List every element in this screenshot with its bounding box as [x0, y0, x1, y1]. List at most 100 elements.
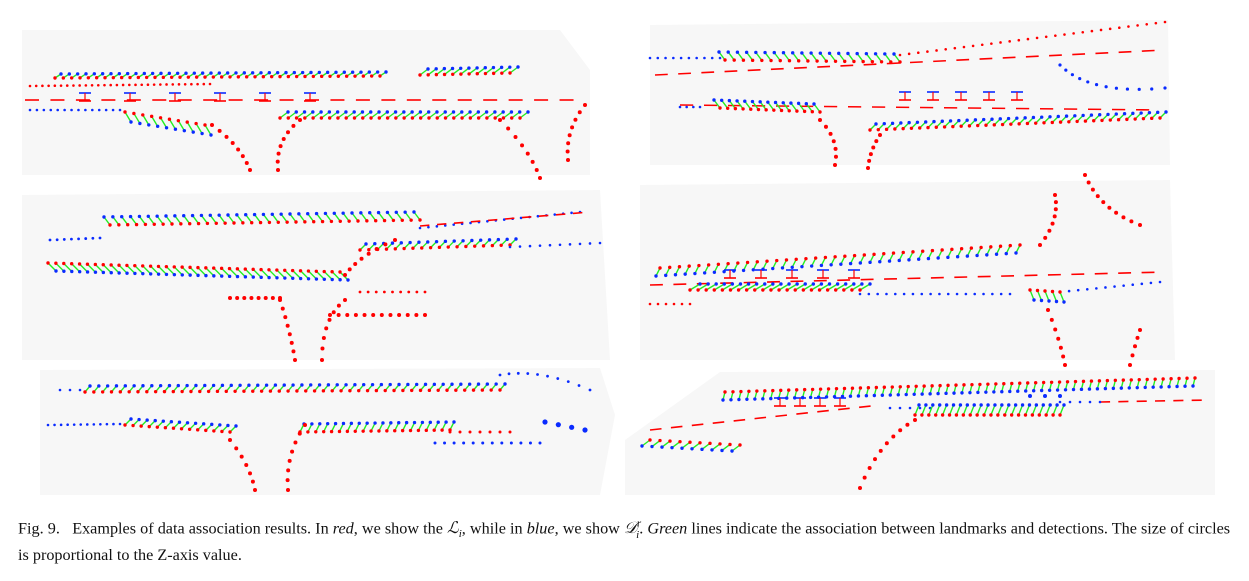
- p2-assoc-right-landmark: [918, 126, 922, 130]
- p4-assoc-low-detection: [868, 282, 872, 286]
- landmark-point: [962, 45, 966, 49]
- p3-assoc-top-detection: [403, 210, 407, 214]
- p6-assoc-top-landmark: [1057, 380, 1062, 384]
- p6-assoc-top-landmark: [986, 382, 990, 386]
- p1-assoc-mid-detection: [377, 110, 381, 114]
- p3-assoc-right-landmark: [455, 245, 459, 249]
- detection-point: [938, 292, 941, 296]
- p4-assoc-top-landmark: [765, 259, 769, 263]
- p4-assoc-top-detection: [693, 271, 697, 276]
- p3-assoc-mid-detection: [235, 274, 240, 279]
- p4-assoc-top-detection: [839, 262, 843, 266]
- p3-assoc-mid-landmark: [141, 264, 145, 268]
- p5-assoc-right-landmark: [329, 429, 334, 434]
- landmark-point: [190, 82, 193, 86]
- p1-assoc-mid-landmark: [435, 116, 439, 120]
- p3-assoc-top-landmark: [356, 219, 360, 223]
- p3-assoc-top-detection: [341, 211, 345, 215]
- p3-assoc-top-detection: [332, 211, 336, 215]
- detection-point: [1067, 289, 1071, 293]
- p6-assoc-top-landmark: [787, 388, 791, 392]
- p3-assoc-mid-line: [157, 265, 167, 275]
- p5-assoc-right-detection: [420, 420, 425, 425]
- p4-assoc-low-landmark: [850, 288, 854, 292]
- p3-assoc-right-landmark: [437, 245, 442, 250]
- landmark-curve: [336, 303, 341, 308]
- p6-assoc-left-landmark: [718, 442, 722, 446]
- landmark-point: [152, 83, 156, 86]
- p2-assoc-left-detection: [812, 102, 816, 106]
- p6-assoc-top-detection: [944, 391, 948, 396]
- caption-text-1: Examples of data association results. In: [72, 519, 329, 538]
- p4-assoc-low-detection: [835, 282, 840, 286]
- landmark-curve: [1050, 221, 1055, 226]
- p4-assoc-low-line: [730, 283, 741, 291]
- landmark-curve: [291, 123, 296, 128]
- p2-assoc-left-detection: [750, 99, 755, 104]
- p6-assoc-mid-detection: [924, 403, 928, 407]
- p3-assoc-mid-line: [213, 267, 223, 277]
- p2-assoc-right-landmark: [1150, 116, 1154, 121]
- p1-assoc-top-landmark: [286, 74, 291, 79]
- p3-assoc-right-detection: [373, 242, 377, 246]
- caption-text-3: , while in: [461, 519, 523, 538]
- landmark-dash: [838, 407, 850, 411]
- p5-assoc-top-detection: [423, 382, 428, 387]
- detection-point: [70, 237, 73, 241]
- landmark-point: [59, 84, 63, 87]
- detection-point: [558, 243, 562, 247]
- p1-assoc-mid-detection: [426, 110, 431, 114]
- p5-assoc-top-landmark: [427, 388, 432, 393]
- p4-assoc-top-detection: [946, 255, 950, 260]
- landmark-curve: [1135, 335, 1140, 340]
- p1-assoc-top-detection: [167, 71, 172, 76]
- p6-assoc-top-detection: [920, 392, 924, 396]
- p3-assoc-right-detection: [426, 240, 430, 244]
- p6-assoc-mid-line: [928, 404, 934, 416]
- p3-assoc-top-detection: [155, 214, 159, 218]
- p6-assoc-top-landmark: [858, 386, 863, 390]
- p5-assoc-right-detection: [365, 421, 369, 425]
- landmark-point: [1154, 21, 1158, 25]
- p6-assoc-top-landmark: [882, 385, 887, 389]
- p3-assoc-mid-detection: [212, 274, 216, 278]
- p3-assoc-mid-line: [292, 270, 302, 280]
- detection-point: [893, 292, 897, 296]
- p2-assoc-left-landmark: [779, 108, 784, 113]
- p6-assoc-left-landmark: [708, 441, 712, 446]
- p3-assoc-top-landmark: [303, 220, 307, 224]
- landmark-dash: [840, 64, 854, 67]
- landmark-dash: [453, 221, 464, 224]
- p2-assoc-right-detection: [1031, 115, 1036, 120]
- landmark-curve: [234, 446, 239, 451]
- p1-assoc-top-landmark: [86, 76, 91, 80]
- p6-assoc-top-landmark: [938, 383, 942, 388]
- p6-assoc-top-detection: [1175, 384, 1179, 389]
- p4-assoc-low-landmark: [801, 288, 806, 292]
- p1-assoc-top-detection: [192, 71, 197, 75]
- landmark-curve: [253, 488, 257, 492]
- detection-point: [1140, 282, 1144, 286]
- detection-curve: [1125, 87, 1130, 91]
- detection-point: [687, 56, 691, 60]
- p3-assoc-right-detection: [443, 239, 448, 244]
- p4-assoc-top-detection: [917, 257, 921, 261]
- p2-assoc-top-landmark: [824, 59, 829, 63]
- caption-text-6: lines indicate the association between l…: [18, 519, 1231, 564]
- detection-point: [104, 108, 108, 112]
- landmark-curve: [513, 134, 518, 139]
- p6-assoc-top-detection: [769, 396, 773, 401]
- p1-assoc-top-landmark: [361, 74, 366, 78]
- p4-assoc-top-landmark: [775, 258, 779, 263]
- p6-assoc-top-detection: [1183, 384, 1187, 388]
- p2-assoc-left-landmark: [725, 106, 730, 111]
- landmark-dash: [572, 211, 583, 215]
- p4-assoc-low-landmark: [704, 288, 708, 292]
- detection-point: [648, 56, 652, 60]
- p5-assoc-left-landmark: [155, 425, 160, 429]
- p3-assoc-mid-line: [134, 265, 144, 275]
- p5-assoc-top-landmark: [153, 389, 158, 394]
- detection-point: [982, 292, 985, 296]
- p6-assoc-mid-detection: [944, 403, 949, 407]
- landmark-curve: [286, 488, 290, 492]
